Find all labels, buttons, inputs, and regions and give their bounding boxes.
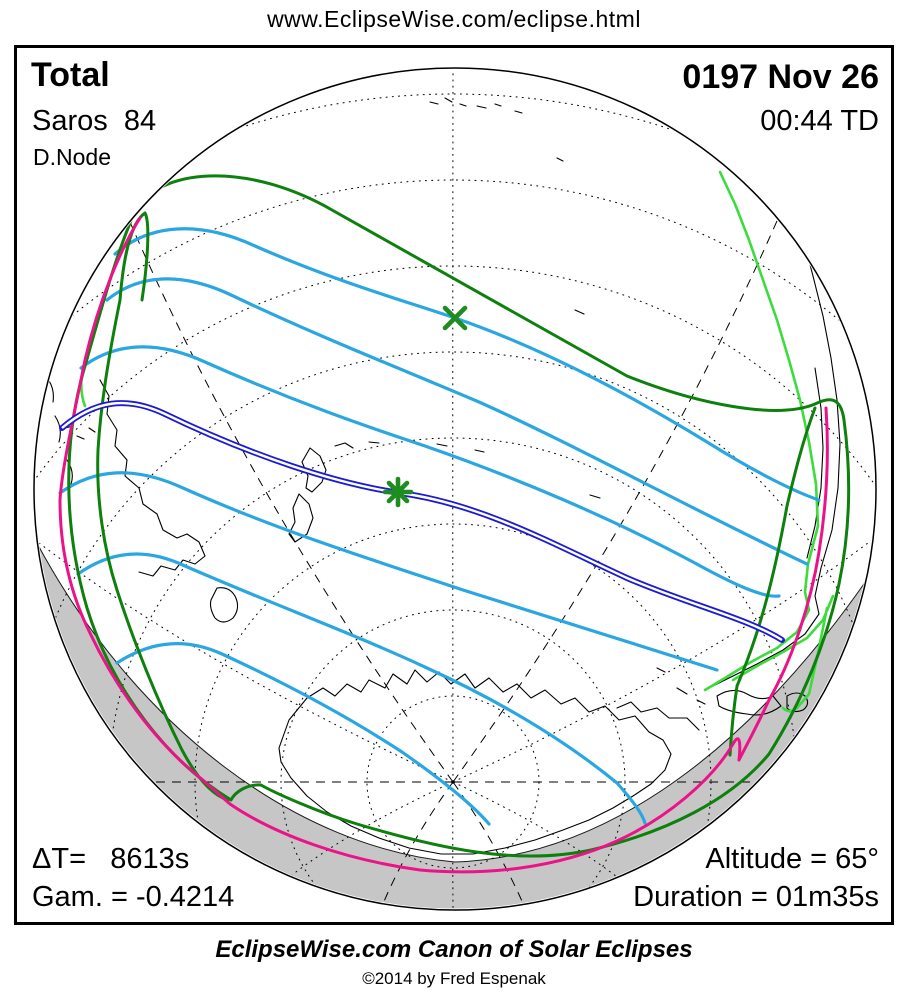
magnitude-contour-3 — [79, 345, 781, 598]
magnitude-contour-4 — [58, 471, 719, 672]
eclipse-type-label: Total — [31, 56, 110, 94]
globe-map — [33, 67, 877, 911]
sunset-curve-right — [737, 406, 829, 762]
antarctica-coastline — [278, 669, 672, 855]
antarctic-peninsula-islands — [616, 667, 706, 731]
greatest-eclipse-asterisk-marker — [382, 476, 414, 508]
penumbral-limit-outer-loop — [67, 174, 851, 858]
altitude-value: Altitude = 65° — [705, 843, 879, 875]
sunrise-curve-left-bottom — [58, 216, 742, 874]
globe-outline — [33, 67, 877, 911]
gamma-value: Gam. = -0.4214 — [32, 881, 235, 913]
new-zealand-south-island — [288, 493, 314, 543]
australia-coastline — [99, 379, 206, 577]
central-path-outline — [59, 400, 785, 643]
magnitude-contour-2 — [105, 277, 809, 566]
coast-highlight — [79, 170, 835, 713]
coastlines — [46, 97, 841, 855]
limit-branch-sunrise — [96, 211, 230, 802]
eclipse-date: 0197 Nov 26 — [682, 58, 879, 96]
url-header: www.EclipseWise.com/eclipse.html — [267, 6, 641, 32]
penumbral-limits — [67, 174, 851, 858]
central-path-core — [61, 401, 783, 642]
south-america-coastline — [704, 167, 841, 691]
delta-t-value: ΔT= 8613s — [32, 843, 190, 875]
sunrise-sunset-curves — [58, 216, 829, 874]
eclipse-map-plate: Total Saros 84 D.Node 0197 Nov 26 00:44 … — [14, 45, 894, 925]
limit-branch-sunset — [728, 406, 817, 757]
andes-inland-line — [806, 367, 824, 559]
eclipse-time: 00:44 TD — [760, 105, 879, 137]
magnitude-contour-6 — [115, 642, 491, 826]
central-path — [59, 400, 785, 643]
copyright-notice: ©2014 by Fred Espenak — [362, 969, 546, 988]
duration-value: Duration = 01m35s — [633, 881, 879, 913]
island-chain-north — [429, 97, 564, 162]
node-label: D.Node — [33, 144, 111, 170]
greatest-duration-x-marker — [442, 305, 468, 331]
new-zealand-north-island — [301, 447, 327, 493]
canon-title: EclipseWise.com Canon of Solar Eclipses — [215, 936, 693, 963]
tasmania-coastline — [209, 587, 239, 623]
saros-label: Saros 84 — [32, 105, 157, 137]
magnitude-contour-1 — [113, 227, 821, 502]
magnitude-contour-5 — [76, 552, 647, 825]
coast-highlight-limb-line — [703, 170, 820, 692]
